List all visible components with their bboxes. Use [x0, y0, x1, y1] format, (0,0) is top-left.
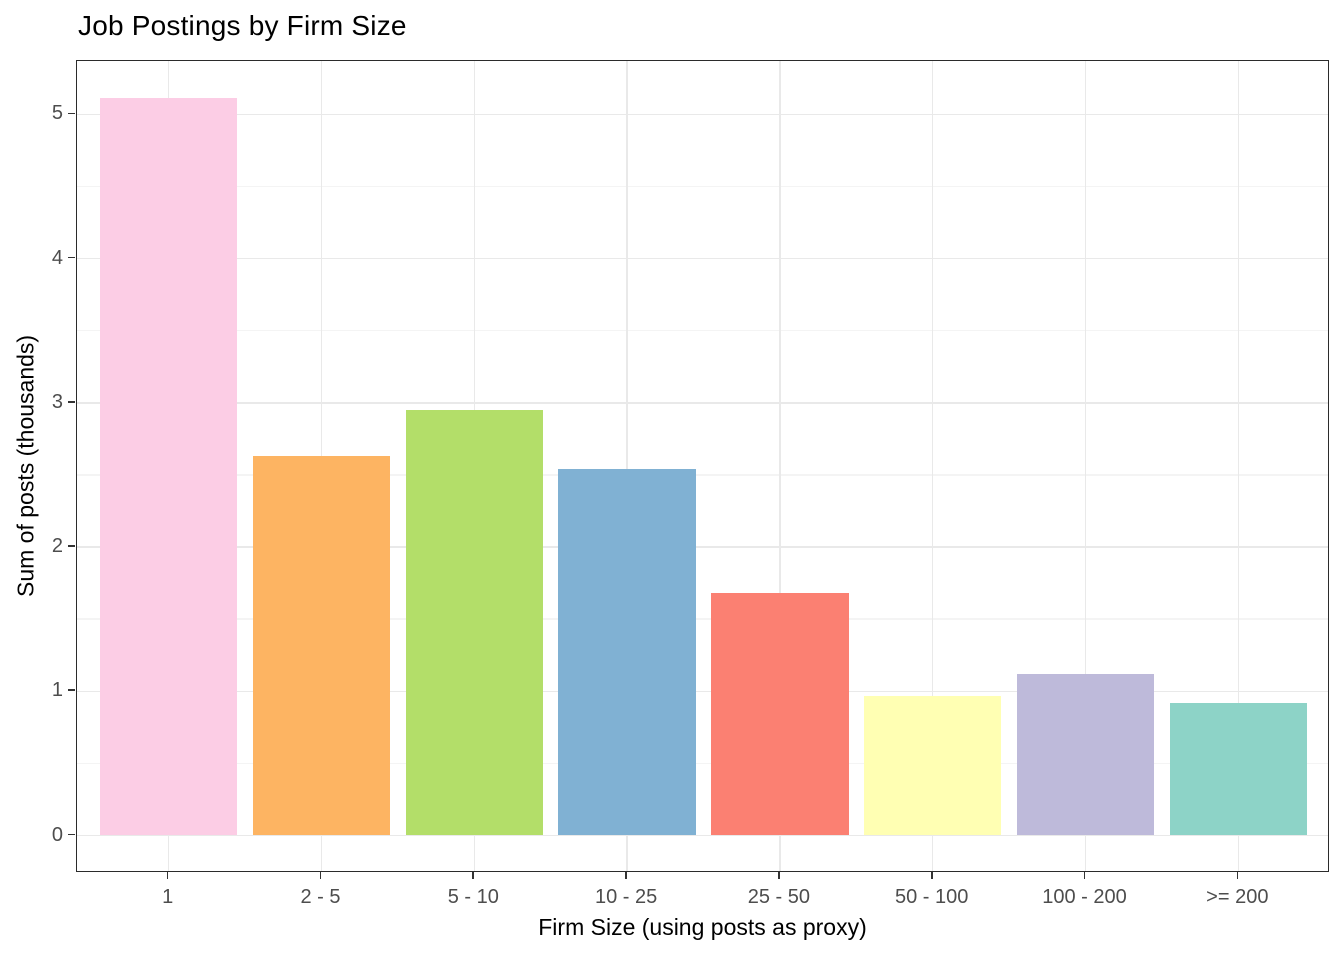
y-tick-mark: [68, 112, 75, 115]
major-gridline-x: [626, 61, 628, 871]
x-tick-mark: [1083, 872, 1086, 879]
x-tick-mark: [625, 872, 627, 879]
x-tick-mark: [778, 872, 780, 879]
x-tick-label: 5 - 10: [447, 886, 499, 908]
y-tick-label: 0: [51, 823, 63, 846]
y-tick-mark: [68, 256, 75, 259]
major-gridline-y: [77, 546, 1328, 548]
plot-panel: [76, 60, 1329, 872]
x-axis-title: Firm Size (using posts as proxy): [538, 914, 867, 940]
minor-gridline-y: [77, 618, 1328, 620]
bar-25-50: [711, 593, 849, 836]
x-tick-label: 2 - 5: [300, 886, 341, 908]
x-tick-label: 50 - 100: [895, 886, 969, 908]
y-tick-mark: [68, 545, 75, 547]
y-tick-label: 3: [51, 390, 63, 413]
bar-2-5: [252, 456, 391, 836]
x-tick-mark: [319, 872, 322, 879]
y-tick-mark: [68, 833, 75, 836]
x-tick-label: >= 200: [1206, 886, 1269, 908]
chart-title: Job Postings by Firm Size: [78, 10, 407, 41]
major-gridline-y: [77, 402, 1328, 404]
minor-gridline-y: [77, 762, 1328, 765]
y-tick-label: 2: [51, 535, 63, 558]
major-gridline-x: [1237, 61, 1239, 871]
x-tick-mark: [166, 872, 169, 879]
x-tick-label: 1: [162, 886, 174, 908]
major-gridline-x: [1084, 61, 1087, 871]
x-tick-label: 100 - 200: [1042, 886, 1127, 908]
bar-100-200: [1016, 673, 1155, 836]
bar-10-25: [558, 469, 696, 836]
x-tick-mark: [930, 872, 933, 879]
minor-gridline-y: [77, 330, 1328, 332]
y-tick-label: 4: [51, 246, 63, 269]
x-tick-mark: [1236, 872, 1239, 879]
y-tick-mark: [68, 401, 75, 403]
major-gridline-x: [779, 61, 781, 871]
y-tick-mark: [68, 689, 75, 692]
major-gridline-y: [77, 257, 1328, 260]
major-gridline-x: [932, 61, 934, 871]
bar-1: [99, 98, 238, 836]
y-tick-label: 5: [51, 102, 63, 125]
minor-gridline-y: [77, 474, 1328, 476]
minor-gridline-y: [77, 185, 1328, 188]
major-gridline-y: [77, 690, 1328, 692]
bar-50-100: [863, 695, 1002, 836]
bar-5-10: [405, 410, 544, 836]
y-tick-label: 1: [51, 679, 63, 702]
x-tick-label: 10 - 25: [594, 886, 658, 908]
major-gridline-y: [77, 834, 1328, 837]
major-gridline-y: [77, 113, 1328, 116]
y-axis-title: Sum of posts (thousands): [12, 334, 39, 598]
bar->=200: [1169, 702, 1308, 836]
x-tick-label: 25 - 50: [747, 886, 811, 908]
x-tick-mark: [472, 872, 475, 879]
